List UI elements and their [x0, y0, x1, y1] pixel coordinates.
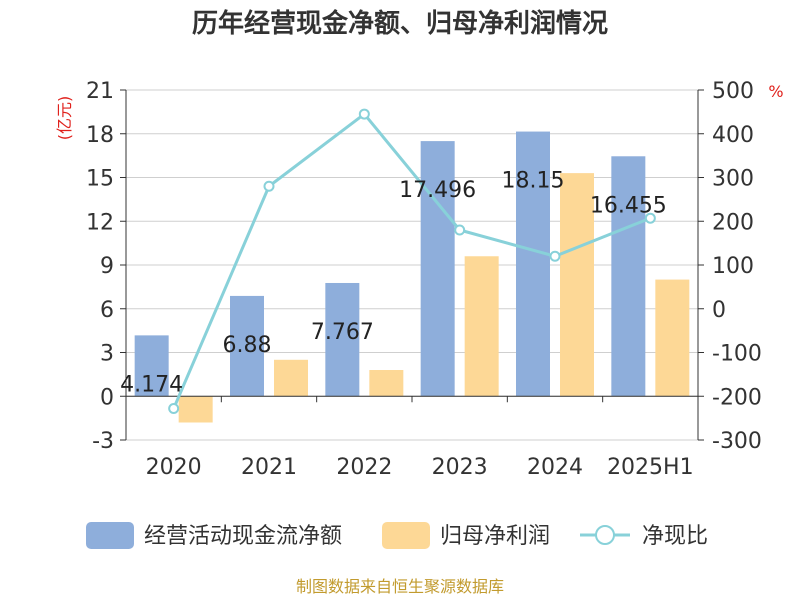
left-tick-label: 3: [100, 342, 114, 367]
bars-layer: [134, 131, 690, 423]
left-axis-unit: (亿元): [55, 96, 74, 141]
ratio-point: [644, 212, 656, 224]
bar-cash-flow: [230, 295, 264, 397]
data-label: 18.15: [502, 169, 565, 194]
legend-label-net-profit: 归母净利润: [440, 524, 550, 549]
legend-swatch-cash-flow: [86, 522, 134, 549]
legend: 经营活动现金流净额 归母净利润 净现比: [86, 522, 708, 549]
x-tick-label: 2022: [336, 455, 392, 480]
data-labels-layer: 4.174 6.88 7.767 17.496 18.15 16.455: [120, 169, 667, 398]
x-tick-label: 2021: [241, 455, 297, 480]
axes-layer: -3 0 3 6 9 12 15 18 21 -300 -200 -100 0 100 200 300 400 5…: [86, 79, 762, 480]
left-tick-label: 21: [86, 79, 114, 104]
data-label: 4.174: [120, 372, 183, 397]
ratio-point: [168, 403, 180, 414]
data-label: 17.496: [399, 178, 476, 203]
legend-label-ratio: 净现比: [642, 524, 708, 549]
data-label: 7.767: [311, 320, 374, 345]
right-tick-label: -100: [712, 342, 762, 367]
bar-net-profit: [464, 256, 499, 397]
bar-cash-flow: [134, 335, 169, 397]
left-tick-label: 6: [100, 298, 114, 323]
x-tick-label: 2025H1: [607, 455, 694, 480]
right-tick-label: -300: [712, 429, 762, 454]
legend-marker-ratio: [595, 525, 615, 545]
ratio-line-layer: [168, 108, 656, 414]
legend-label-cash-flow: 经营活动现金流净额: [144, 524, 342, 549]
data-label: 6.88: [223, 333, 272, 358]
left-tick-label: 9: [100, 254, 114, 279]
ratio-point: [263, 180, 275, 192]
right-tick-label: -200: [712, 385, 762, 410]
bar-cash-flow: [420, 141, 455, 397]
left-tick-label: 18: [86, 123, 114, 148]
right-tick-label: 200: [712, 210, 754, 235]
bar-net-profit: [274, 359, 308, 397]
x-tick-label: 2020: [146, 455, 202, 480]
right-axis-unit: %: [768, 82, 783, 101]
bar-net-profit: [655, 279, 690, 397]
ratio-point: [549, 250, 561, 262]
source-note: 制图数据来自恒生聚源数据库: [296, 577, 504, 596]
bar-net-profit: [369, 370, 404, 397]
right-tick-label: 500: [712, 79, 754, 104]
legend-swatch-net-profit: [382, 522, 430, 549]
data-label: 16.455: [590, 193, 667, 218]
bar-net-profit: [178, 396, 213, 423]
left-tick-label: 15: [86, 167, 114, 192]
chart-title: 历年经营现金净额、归母净利润情况: [192, 8, 608, 39]
ratio-point: [358, 108, 370, 120]
x-tick-label: 2023: [432, 455, 488, 480]
bar-cash-flow: [325, 282, 360, 397]
right-tick-label: 100: [712, 254, 754, 279]
bar-cash-flow: [516, 131, 550, 397]
left-tick-label: 12: [86, 210, 114, 235]
ratio-point: [454, 224, 466, 236]
ratio-line: [172, 111, 651, 410]
right-tick-label: 400: [712, 123, 754, 148]
bar-net-profit: [560, 173, 594, 397]
left-tick-label: 0: [100, 385, 114, 410]
right-tick-label: 0: [712, 298, 726, 323]
x-tick-label: 2024: [527, 455, 583, 480]
right-tick-label: 300: [712, 167, 754, 192]
bar-cash-flow: [611, 156, 646, 397]
left-tick-label: -3: [92, 429, 114, 454]
